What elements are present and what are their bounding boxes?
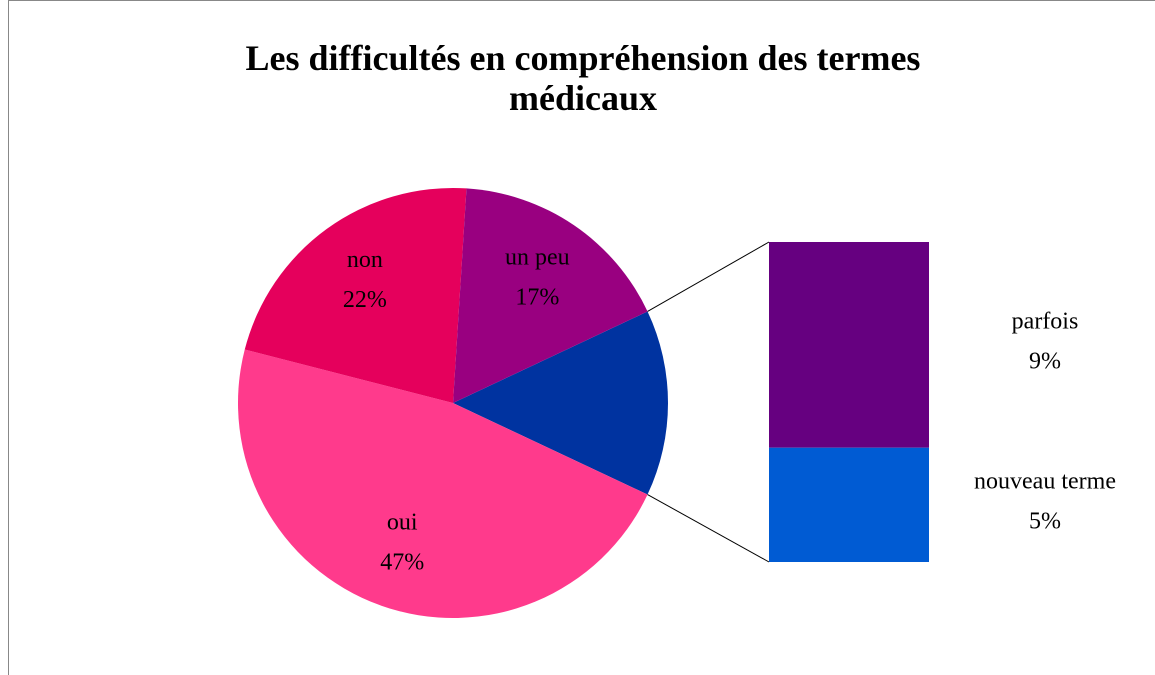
pie-slice	[244, 188, 467, 403]
slice-label: oui	[387, 510, 418, 536]
slice-label: non	[347, 247, 383, 273]
breakdown-label: parfois	[1012, 308, 1079, 334]
breakdown-bar	[769, 447, 929, 562]
connector-line	[647, 241, 770, 312]
slice-value-label: 22%	[343, 287, 387, 313]
slice-value-label: 47%	[380, 550, 424, 576]
connector-line	[647, 494, 770, 563]
slice-label: un peu	[505, 244, 570, 270]
breakdown-bar	[769, 242, 929, 448]
breakdown-label: nouveau terme	[974, 468, 1116, 494]
pie-slice	[238, 349, 648, 618]
pie-slice	[453, 188, 648, 403]
slice-value-label: 17%	[515, 284, 559, 310]
chart-title: Les difficultés en compréhension des ter…	[245, 38, 921, 118]
pie-slice	[453, 311, 668, 495]
breakdown-value-label: 9%	[1029, 348, 1061, 374]
breakdown-value-label: 5%	[1029, 508, 1061, 534]
